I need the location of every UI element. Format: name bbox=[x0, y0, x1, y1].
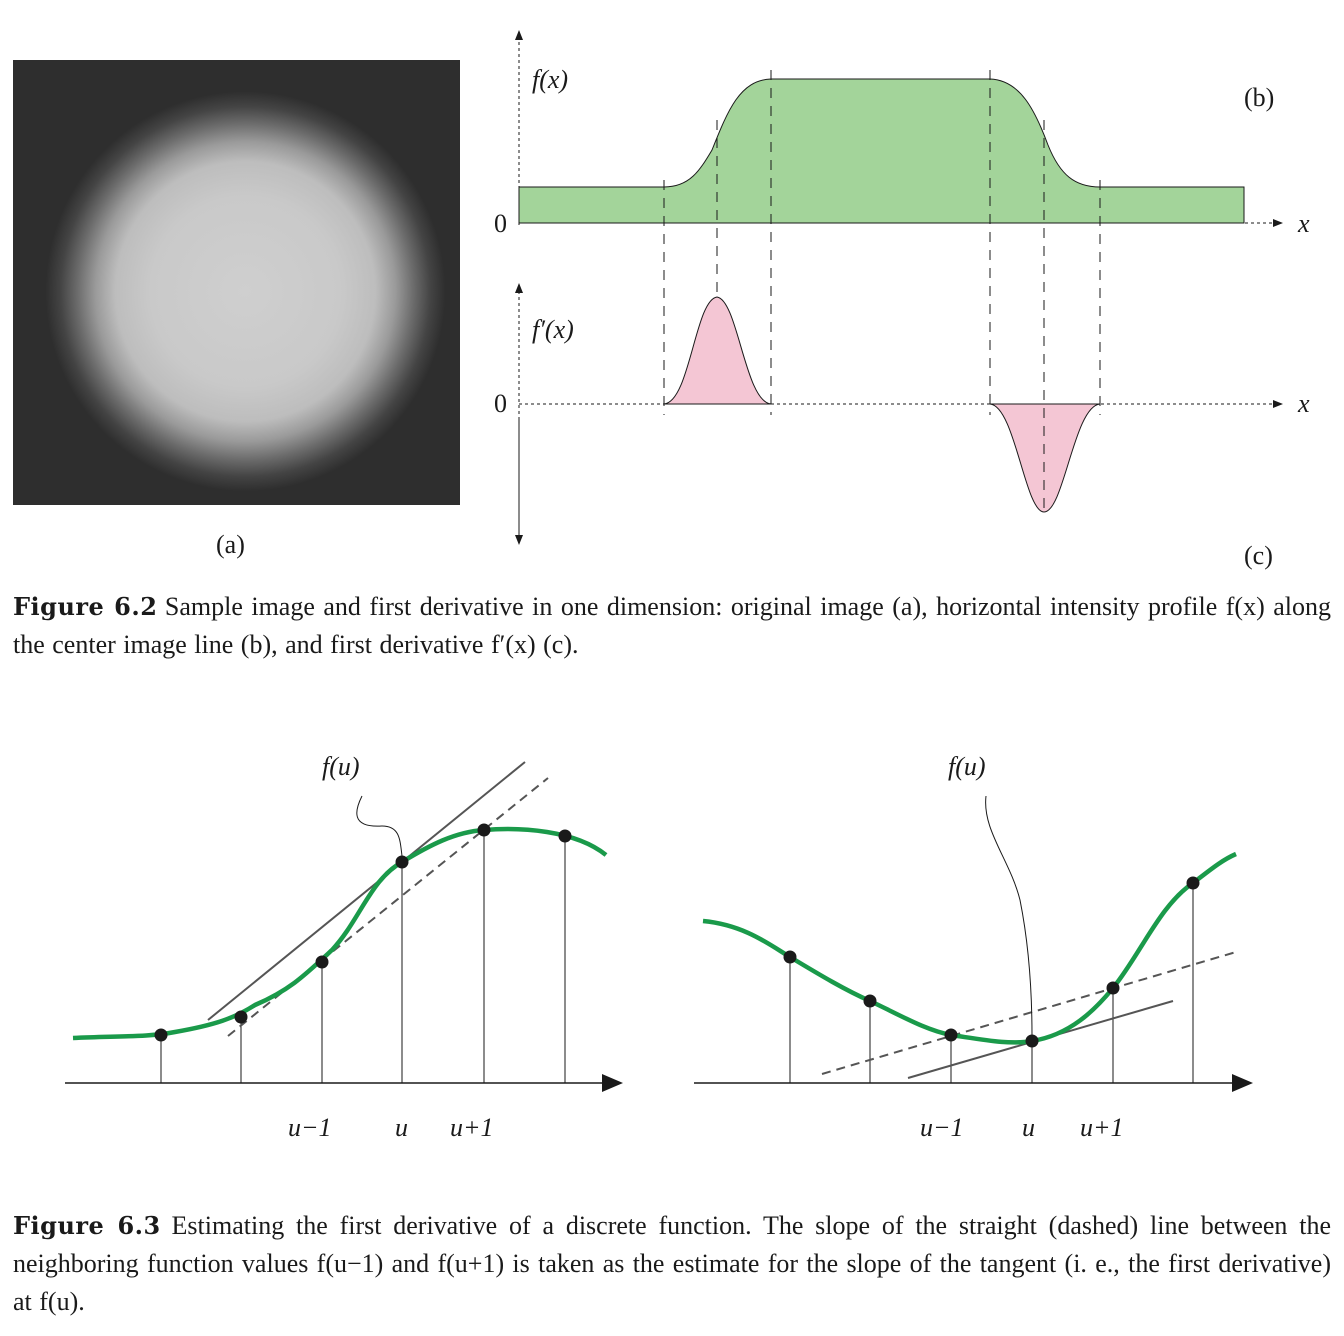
left-stems bbox=[160, 830, 566, 1083]
panel-a-label: (a) bbox=[216, 530, 245, 559]
left-points bbox=[154, 823, 572, 1042]
left-point-2 bbox=[234, 1010, 248, 1024]
right-tick-u: u bbox=[1022, 1113, 1035, 1142]
figure-6-2-caption-label: Figure 6.2 bbox=[13, 592, 158, 621]
figure-6-3-caption-label: Figure 6.3 bbox=[13, 1211, 161, 1240]
sample-image bbox=[13, 60, 460, 505]
left-point-5 bbox=[477, 823, 491, 837]
plot-c-zero: 0 bbox=[494, 389, 507, 418]
right-point-6 bbox=[1186, 876, 1200, 890]
right-point-2 bbox=[863, 994, 877, 1008]
left-point-4 bbox=[395, 855, 409, 869]
left-func-label: f(u) bbox=[322, 752, 360, 781]
left-tick-u-plus-1: u+1 bbox=[450, 1113, 494, 1142]
left-curve bbox=[72, 826, 608, 1041]
right-curve bbox=[702, 851, 1237, 1045]
plot-c-negative-lobe bbox=[989, 403, 1101, 513]
right-tick-u-plus-1: u+1 bbox=[1080, 1113, 1124, 1142]
right-secant bbox=[821, 951, 1237, 1075]
right-point-4 bbox=[1025, 1034, 1039, 1048]
right-plot: f(u) u−1 u u+1 bbox=[694, 752, 1253, 1142]
panel-b-label: (b) bbox=[1244, 83, 1274, 112]
vertical-guides bbox=[663, 70, 1101, 512]
left-tick-u: u bbox=[395, 1113, 408, 1142]
plot-b-xlabel: x bbox=[1297, 209, 1310, 238]
left-point-3 bbox=[315, 955, 329, 969]
figure-6-3-caption: Figure 6.3 Estimating the first derivati… bbox=[13, 1207, 1331, 1321]
left-point-1 bbox=[154, 1028, 168, 1042]
bright-disc bbox=[13, 60, 460, 505]
panel-c-label: (c) bbox=[1244, 541, 1273, 570]
right-tick-u-minus-1: u−1 bbox=[920, 1113, 964, 1142]
right-stems bbox=[789, 883, 1194, 1083]
figure-6-2-caption: Figure 6.2 Sample image and first deriva… bbox=[13, 588, 1331, 664]
right-point-5 bbox=[1106, 981, 1120, 995]
figure-6-2-caption-text: Sample image and first derivative in one… bbox=[13, 592, 1331, 659]
right-points bbox=[783, 876, 1200, 1048]
plot-c-positive-lobe bbox=[663, 296, 772, 405]
left-tick-u-minus-1: u−1 bbox=[288, 1113, 332, 1142]
right-point-1 bbox=[783, 950, 797, 964]
plot-c-xlabel: x bbox=[1297, 389, 1310, 418]
plot-b-zero: 0 bbox=[494, 209, 507, 238]
figure-6-3-caption-text: Estimating the first derivative of a dis… bbox=[13, 1211, 1331, 1316]
left-point-6 bbox=[558, 829, 572, 843]
right-point-3 bbox=[944, 1028, 958, 1042]
right-pointer bbox=[985, 795, 1033, 1037]
left-tangent bbox=[207, 761, 526, 1021]
plot-c-ylabel: f′(x) bbox=[532, 315, 574, 344]
left-pointer bbox=[356, 795, 403, 857]
right-func-label: f(u) bbox=[948, 752, 986, 781]
plot-b-ylabel: f(x) bbox=[532, 65, 568, 94]
left-secant bbox=[227, 777, 549, 1037]
left-plot: f(u) u−1 u u+1 bbox=[65, 752, 623, 1142]
